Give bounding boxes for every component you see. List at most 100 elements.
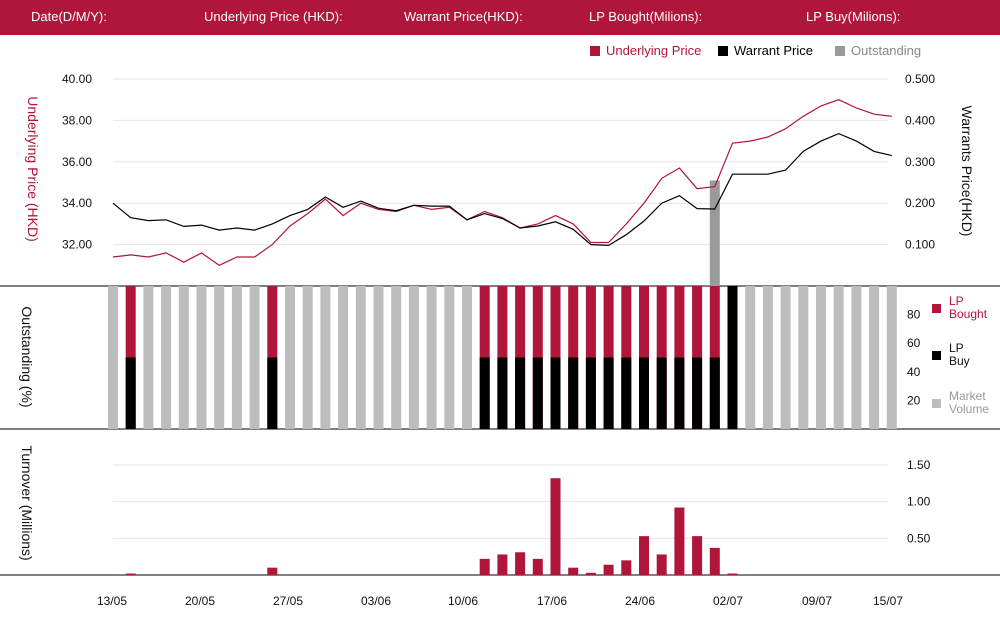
turnover-bar (479, 558, 490, 575)
lp-buy-bar (603, 357, 614, 429)
turnover-bar (727, 573, 738, 575)
market-volume-bar (108, 286, 118, 429)
y-tick-middle: 80 (907, 308, 921, 322)
lp-buy-bar (585, 357, 596, 429)
y-tick-right: 0.100 (905, 238, 935, 252)
legend-outstanding-label: Outstanding (851, 43, 922, 58)
info-header-bar: Date(D/M/Y): Underlying Price (HKD): War… (0, 0, 1000, 35)
x-tick-label: 09/07 (802, 594, 832, 608)
y-axis-title-right: Warrants Price(HKD) (959, 106, 975, 237)
market-volume-bar (426, 286, 437, 429)
y-tick-middle: 60 (907, 336, 921, 350)
market-volume-bar (869, 286, 880, 429)
underlying-price-label: Underlying Price (HKD): (204, 9, 343, 24)
market-volume-bar (249, 286, 260, 429)
market-volume-bar (143, 286, 154, 429)
y-axis-title-middle: Outstanding (%) (19, 306, 35, 407)
turnover-bar (674, 507, 685, 575)
lp-buy-bar (550, 357, 561, 429)
outstanding-bar (709, 180, 720, 286)
lp-buy-bar (709, 357, 720, 429)
market-volume-bar (833, 286, 844, 429)
market-volume-bar (762, 286, 773, 429)
lp-buy-label: LP Buy(Milions): (806, 9, 901, 24)
x-tick-label: 10/06 (448, 594, 478, 608)
y-tick-middle: 40 (907, 365, 921, 379)
market-volume-bar (391, 286, 402, 429)
turnover-bar (532, 558, 543, 575)
turnover-bar (585, 572, 596, 575)
bars-layer (108, 180, 897, 575)
market-volume-bar (444, 286, 455, 429)
text-layer: 40.00 38.00 36.00 34.00 32.00 0.500 0.400 0.300… (19, 72, 989, 608)
y-tick-right: 0.200 (905, 196, 935, 210)
market-volume-bar (231, 286, 242, 429)
y-tick-left: 38.00 (62, 113, 92, 127)
y-tick-bottom: 1.00 (907, 495, 931, 509)
underlying-price-line (112, 99, 892, 266)
legend-warrant-label: Warrant Price (734, 43, 813, 58)
y-tick-middle: 20 (907, 393, 921, 407)
market-volume-bar (285, 286, 295, 429)
turnover-bar (550, 478, 561, 575)
legend-swatch-red (590, 45, 600, 56)
legend-swatch-middle (932, 351, 941, 360)
legend-warrant[interactable]: Warrant Price (718, 43, 813, 58)
legend-label-middle: LP Buy (949, 341, 970, 368)
market-volume-bar (161, 286, 172, 429)
warrant-price-line (112, 132, 892, 247)
turnover-bar (709, 547, 720, 575)
legend-outstanding[interactable]: Outstanding (835, 43, 921, 58)
lp-buy-bar (532, 357, 543, 429)
lp-buy-bar (692, 357, 703, 429)
legend-swatch-middle (932, 399, 941, 408)
y-tick-bottom: 0.50 (907, 531, 931, 545)
y-axis-title-left: Underlying Price (HKD) (25, 96, 41, 241)
turnover-bar (603, 564, 614, 575)
legend-swatch-middle (932, 304, 941, 313)
market-volume-bar (816, 286, 826, 429)
lp-buy-bar (568, 357, 579, 429)
market-volume-bar (851, 286, 862, 429)
market-volume-bar (214, 286, 225, 429)
turnover-bar (692, 536, 703, 575)
market-volume-bar (886, 286, 897, 429)
market-volume-bar (462, 286, 472, 429)
legend-underlying[interactable]: Underlying Price (590, 43, 701, 58)
legend-swatch-black (718, 45, 728, 56)
legend-label-middle: LP Bought (949, 294, 988, 321)
lp-buy-bar (515, 357, 526, 429)
x-tick-label: 02/07 (713, 594, 743, 608)
market-volume-bar (798, 286, 809, 429)
lines-layer (112, 99, 892, 266)
turnover-bar (515, 552, 526, 575)
lp-buy-bar (656, 357, 667, 429)
lp-buy-bar (497, 357, 508, 429)
x-tick-label: 13/05 (97, 594, 127, 608)
market-volume-bar (302, 286, 313, 429)
lp-buy-bar (479, 357, 490, 429)
market-volume-bar (196, 286, 207, 429)
y-tick-right: 0.300 (905, 155, 935, 169)
market-volume-bar (338, 286, 349, 429)
lp-bought-label: LP Bought(Milions): (589, 9, 703, 24)
turnover-bar (656, 554, 667, 575)
market-volume-bar (320, 286, 331, 429)
date-label: Date(D/M/Y): (31, 9, 107, 24)
y-tick-left: 32.00 (62, 238, 92, 252)
lp-buy-bar (267, 357, 278, 429)
x-tick-label: 03/06 (361, 594, 391, 608)
lp-buy-bar (674, 357, 685, 429)
market-volume-bar (780, 286, 791, 429)
x-tick-label: 27/05 (273, 594, 303, 608)
market-volume-bar (408, 286, 419, 429)
legend-swatch-grey (835, 45, 845, 56)
market-volume-bar (355, 286, 366, 429)
y-tick-left: 36.00 (62, 155, 92, 169)
turnover-bar (497, 554, 508, 575)
turnover-bar (267, 567, 278, 575)
market-volume-bar (178, 286, 189, 429)
turnover-bar (639, 536, 649, 575)
lp-buy-bar (621, 357, 632, 429)
